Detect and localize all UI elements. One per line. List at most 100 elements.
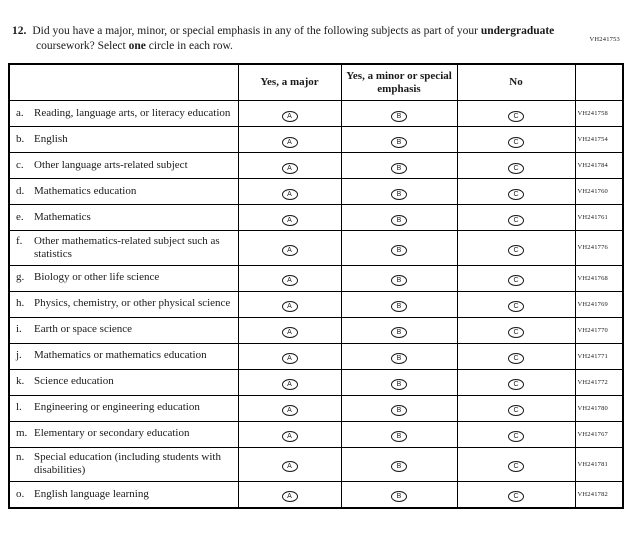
answer-oval-major[interactable]: A — [281, 214, 298, 226]
answer-oval-no[interactable]: C — [508, 431, 524, 443]
row-label: Physics, chemistry, or other physical sc… — [34, 297, 231, 310]
answer-oval-major[interactable]: A — [281, 379, 298, 391]
answer-oval-minor[interactable]: B — [391, 136, 407, 148]
table-row: f. Other mathematics-related subject such… — [8, 230, 624, 266]
answer-oval-minor[interactable]: B — [391, 491, 407, 503]
answer-oval-minor[interactable]: B — [391, 162, 407, 174]
header-no: No — [456, 63, 576, 102]
row-label: Mathematics — [34, 211, 91, 224]
answer-oval-major[interactable]: A — [281, 136, 298, 148]
table-row: o. English language learning A B C VH2417… — [8, 480, 624, 509]
answer-oval-minor[interactable]: B — [391, 214, 407, 226]
table-row: g. Biology or other life science A B C VH… — [8, 264, 624, 292]
answer-oval-major[interactable]: A — [281, 353, 298, 365]
answer-oval-major[interactable]: A — [281, 431, 298, 443]
answer-oval-minor[interactable]: B — [391, 275, 407, 287]
answer-oval-major[interactable]: A — [281, 327, 298, 339]
answer-oval-no[interactable]: C — [508, 244, 524, 256]
table-row: a. Reading, language arts, or literacy ed… — [8, 100, 624, 128]
row-code: VH241769 — [574, 290, 624, 318]
table-row: i. Earth or space science A B C VH241770 — [8, 316, 624, 344]
answer-oval-major[interactable]: A — [281, 491, 298, 503]
question-table: Yes, a major Yes, a minor or special emp… — [8, 62, 624, 509]
row-letter: d. — [16, 185, 25, 198]
table-row: k. Science education A B C VH241772 — [8, 368, 624, 396]
table-row: h. Physics, chemistry, or other physical … — [8, 290, 624, 318]
answer-oval-no[interactable]: C — [508, 327, 524, 339]
row-label: Elementary or secondary education — [34, 427, 190, 440]
row-letter: f. — [16, 234, 23, 247]
table-row: e. Mathematics A B C VH241761 — [8, 204, 624, 232]
row-label: Science education — [34, 375, 114, 388]
answer-oval-major[interactable]: A — [281, 301, 298, 313]
form-code: VH241753 — [589, 36, 620, 43]
answer-oval-no[interactable]: C — [508, 136, 524, 148]
row-letter: e. — [16, 211, 24, 224]
table-row: c. Other language arts-related subject A … — [8, 152, 624, 180]
row-letter: h. — [16, 297, 25, 310]
row-letter: l. — [16, 401, 22, 414]
header-code-blank — [574, 63, 624, 102]
row-code: VH241754 — [574, 126, 624, 154]
answer-oval-no[interactable]: C — [508, 275, 524, 287]
row-label: Mathematics education — [34, 185, 137, 198]
row-letter: b. — [16, 133, 25, 146]
table-row: n. Special education (including students … — [8, 446, 624, 482]
answer-oval-minor[interactable]: B — [391, 353, 407, 365]
row-code: VH241776 — [574, 230, 624, 266]
row-letter: n. — [16, 451, 25, 464]
table-row: b. English A B C VH241754 — [8, 126, 624, 154]
header-yes-major: Yes, a major — [237, 63, 342, 102]
row-code: VH241782 — [574, 480, 624, 509]
answer-oval-no[interactable]: C — [508, 405, 524, 417]
answer-oval-no[interactable]: C — [508, 491, 524, 503]
answer-oval-minor[interactable]: B — [391, 405, 407, 417]
row-code: VH241768 — [574, 264, 624, 292]
answer-oval-no[interactable]: C — [508, 379, 524, 391]
row-letter: a. — [16, 107, 24, 120]
answer-oval-major[interactable]: A — [281, 244, 298, 256]
answer-oval-major[interactable]: A — [281, 405, 298, 417]
answer-oval-no[interactable]: C — [508, 162, 524, 174]
row-code: VH241761 — [574, 204, 624, 232]
answer-oval-major[interactable]: A — [281, 110, 298, 122]
answer-oval-major[interactable]: A — [281, 188, 298, 200]
row-code: VH241758 — [574, 100, 624, 128]
table-row: l. Engineering or engineering education A… — [8, 394, 624, 422]
answer-oval-major[interactable]: A — [281, 461, 298, 473]
row-code: VH241784 — [574, 152, 624, 180]
row-label: Special education (including students wi… — [34, 451, 221, 477]
answer-oval-major[interactable]: A — [281, 162, 298, 174]
answer-oval-major[interactable]: A — [281, 275, 298, 287]
answer-oval-minor[interactable]: B — [391, 461, 407, 473]
row-letter: i. — [16, 323, 22, 336]
row-code: VH241771 — [574, 342, 624, 370]
question-text: 12. Did you have a major, minor, or speci… — [12, 25, 555, 52]
answer-oval-no[interactable]: C — [508, 301, 524, 313]
answer-oval-minor[interactable]: B — [391, 301, 407, 313]
question-number: 12. — [12, 25, 27, 37]
answer-oval-minor[interactable]: B — [391, 188, 407, 200]
answer-oval-minor[interactable]: B — [391, 327, 407, 339]
row-label: Engineering or engineering education — [34, 401, 200, 414]
row-letter: o. — [16, 487, 25, 500]
answer-oval-no[interactable]: C — [508, 461, 524, 473]
answer-oval-no[interactable]: C — [508, 110, 524, 122]
answer-oval-minor[interactable]: B — [391, 110, 407, 122]
answer-oval-minor[interactable]: B — [391, 244, 407, 256]
answer-oval-no[interactable]: C — [508, 214, 524, 226]
row-label: English — [34, 133, 68, 146]
row-letter: k. — [16, 375, 25, 388]
row-code: VH241770 — [574, 316, 624, 344]
row-label: Other language arts-related subject — [34, 159, 188, 172]
row-label: Other mathematics-related subject such a… — [34, 234, 220, 260]
answer-oval-minor[interactable]: B — [391, 431, 407, 443]
row-label: Reading, language arts, or literacy educ… — [34, 107, 231, 120]
answer-oval-no[interactable]: C — [508, 188, 524, 200]
answer-oval-no[interactable]: C — [508, 353, 524, 365]
row-letter: c. — [16, 159, 24, 172]
answer-oval-minor[interactable]: B — [391, 379, 407, 391]
row-code: VH241781 — [574, 446, 624, 482]
row-letter: m. — [16, 427, 28, 440]
row-letter: j. — [16, 349, 22, 362]
